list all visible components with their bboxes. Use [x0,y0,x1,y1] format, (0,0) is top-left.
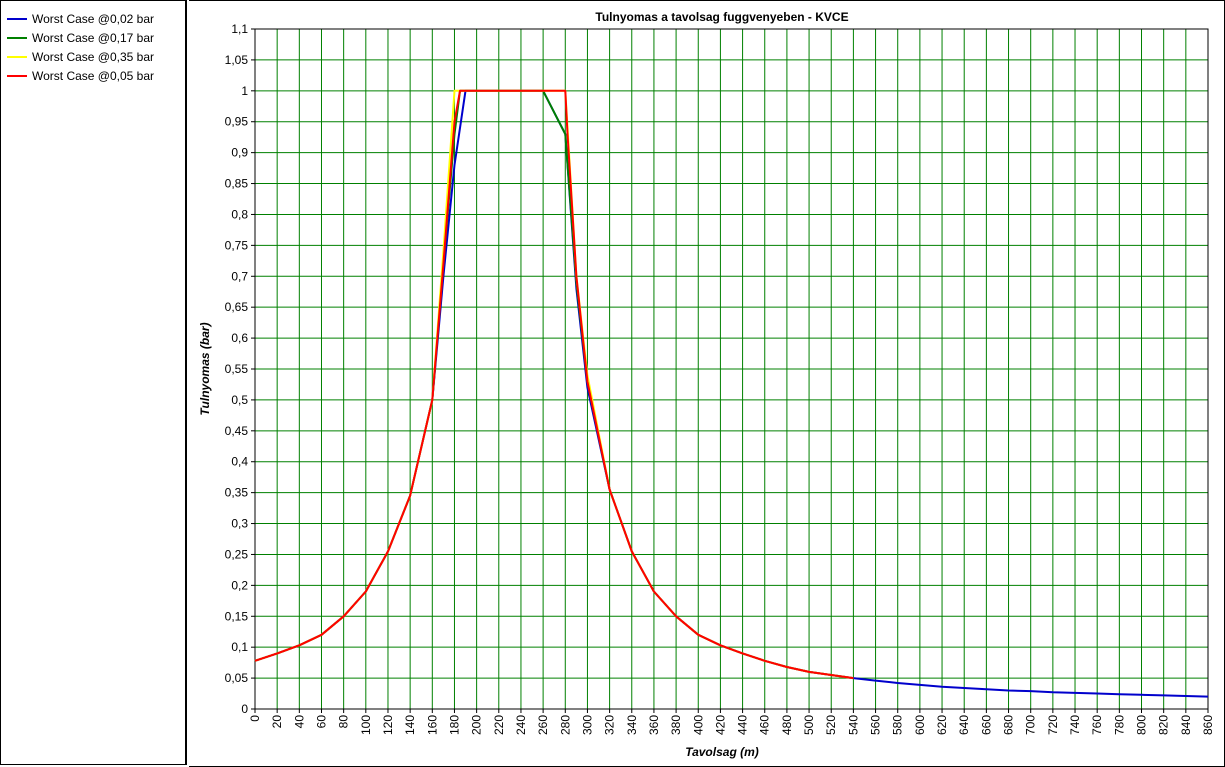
x-tick-label: 520 [824,715,838,735]
x-tick-label: 480 [780,715,794,735]
x-tick-label: 800 [1135,715,1149,735]
y-tick-label: 0,75 [225,238,249,252]
legend-swatch-series-4 [7,75,27,77]
legend-swatch-series-1 [7,18,27,20]
x-tick-label: 460 [758,715,772,735]
x-tick-label: 740 [1068,715,1082,735]
legend-swatch-series-3 [7,56,27,58]
x-tick-label: 320 [603,715,617,735]
legend-item-series-1[interactable]: Worst Case @0,02 bar [7,11,154,27]
y-tick-label: 0,1 [231,640,248,654]
x-tick-label: 720 [1046,715,1060,735]
y-tick-label: 0,3 [231,517,248,531]
series-line-3 [254,89,854,680]
y-tick-label: 0,25 [225,547,249,561]
x-tick-label: 260 [536,715,550,735]
y-tick-label: 0,05 [225,671,249,685]
y-tick-label: 0,7 [231,269,248,283]
x-tick-label: 440 [736,715,750,735]
x-tick-label: 420 [713,715,727,735]
x-tick-label: 680 [1002,715,1016,735]
legend-label-series-3: Worst Case @0,35 bar [32,50,155,64]
x-tick-label: 80 [337,715,351,729]
x-axis-ticks: 0 20 40 60 80 100 120 140 160 180 200 220 240 260 280 3… [248,709,1215,735]
x-tick-label: 820 [1157,715,1171,735]
x-tick-label: 200 [470,715,484,735]
x-tick-label: 180 [447,715,461,735]
y-tick-label: 0,5 [231,393,248,407]
legend-item-series-2[interactable]: Worst Case @0,17 bar [7,30,154,46]
x-tick-label: 0 [248,715,262,722]
x-tick-label: 360 [647,715,661,735]
x-tick-label: 620 [935,715,949,735]
x-tick-label: 400 [691,715,705,735]
x-tick-label: 340 [625,715,639,735]
y-tick-label: 0,2 [231,578,248,592]
y-tick-label: 0,6 [231,331,248,345]
x-tick-label: 120 [381,715,395,735]
y-tick-label: 0,65 [225,300,249,314]
legend-label-series-4: Worst Case @0,05 bar [32,69,155,83]
x-tick-label: 780 [1112,715,1126,735]
y-tick-label: 0,35 [225,486,249,500]
y-tick-label: 0,9 [231,146,248,160]
line-chart: Tulnyomas a tavolsag fuggvenyeben - KVCE… [198,10,1215,759]
x-axis-title: Tavolsag (m) [685,745,759,759]
y-tick-label: 0,45 [225,424,249,438]
x-tick-label: 220 [492,715,506,735]
y-tick-label: 0,85 [225,177,249,191]
x-tick-label: 660 [979,715,993,735]
grid [254,28,1209,710]
x-tick-label: 760 [1090,715,1104,735]
legend-label-series-2: Worst Case @0,17 bar [32,31,155,45]
series-line-1 [254,89,1209,698]
y-tick-label: 0,55 [225,362,249,376]
x-tick-label: 40 [292,715,306,729]
x-tick-label: 580 [891,715,905,735]
y-axis-ticks: 0 0,05 0,1 0,15 0,2 0,25 0,3 0,35 0,4 0,45 0,5 0,55… [225,22,255,716]
x-tick-label: 300 [580,715,594,735]
y-tick-label: 0,8 [231,207,248,221]
x-tick-label: 560 [869,715,883,735]
y-tick-label: 0 [241,702,248,716]
y-axis-title: Tulnyomas (bar) [198,322,212,415]
x-tick-label: 500 [802,715,816,735]
x-tick-label: 640 [957,715,971,735]
legend-item-series-3[interactable]: Worst Case @0,35 bar [7,49,154,65]
y-tick-label: 0,95 [225,115,249,129]
legend-label-series-1: Worst Case @0,02 bar [32,12,155,26]
x-tick-label: 540 [846,715,860,735]
legend-panel: Worst Case @0,02 bar Worst Case @0,17 ba… [0,0,187,765]
x-tick-label: 840 [1179,715,1193,735]
y-tick-label: 0,4 [231,455,248,469]
x-tick-label: 240 [514,715,528,735]
x-tick-label: 60 [314,715,328,729]
x-tick-label: 700 [1024,715,1038,735]
x-tick-label: 600 [913,715,927,735]
series-line-4 [254,89,854,680]
chart-panel: Tulnyomas a tavolsag fuggvenyeben - KVCE… [189,0,1225,767]
legend-item-series-4[interactable]: Worst Case @0,05 bar [7,68,154,84]
series-layer [254,89,1209,698]
series-line-2 [254,89,854,680]
y-tick-label: 1,05 [225,53,249,67]
x-tick-label: 160 [425,715,439,735]
x-tick-label: 140 [403,715,417,735]
y-tick-label: 0,15 [225,609,249,623]
x-tick-label: 860 [1201,715,1215,735]
y-tick-label: 1,1 [231,22,248,36]
x-tick-label: 280 [558,715,572,735]
x-tick-label: 20 [270,715,284,729]
y-tick-label: 1 [241,84,248,98]
x-tick-label: 380 [669,715,683,735]
x-tick-label: 100 [359,715,373,735]
legend-swatch-series-2 [7,37,27,39]
chart-title: Tulnyomas a tavolsag fuggvenyeben - KVCE [595,10,848,24]
